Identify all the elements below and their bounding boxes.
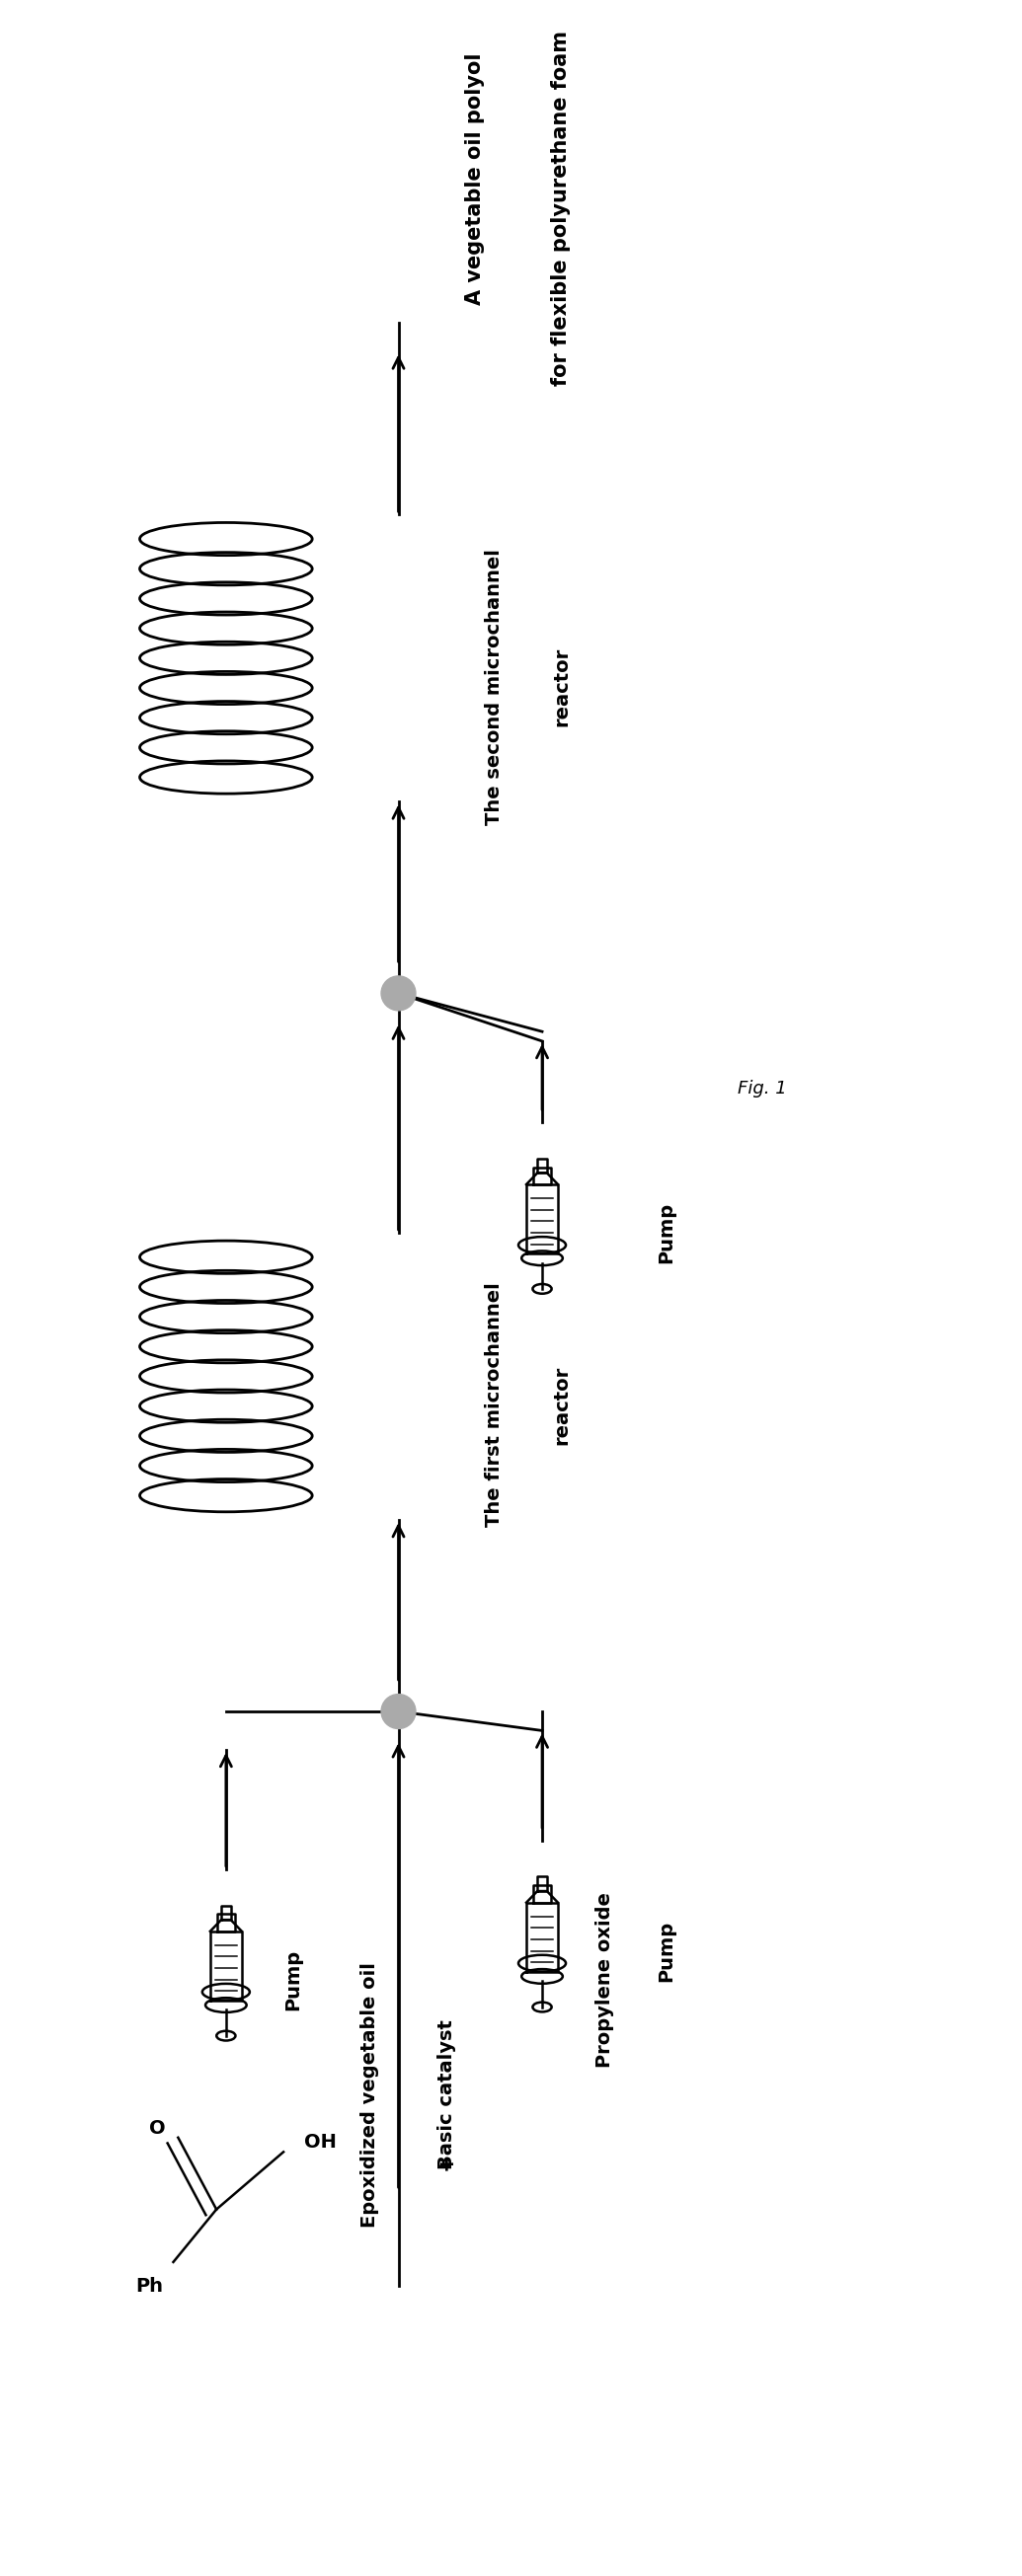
Circle shape bbox=[381, 1695, 416, 1728]
Text: Pump: Pump bbox=[284, 1950, 303, 2009]
Text: Ph: Ph bbox=[136, 2277, 164, 2295]
Text: +: + bbox=[436, 2154, 456, 2172]
Text: Basic catalyst: Basic catalyst bbox=[437, 2020, 456, 2169]
Text: for flexible polyurethane foam: for flexible polyurethane foam bbox=[552, 31, 571, 386]
Circle shape bbox=[381, 976, 416, 1010]
Text: The second microchannel: The second microchannel bbox=[484, 549, 504, 824]
Text: The first microchannel: The first microchannel bbox=[484, 1283, 504, 1528]
Text: OH: OH bbox=[305, 2133, 337, 2151]
Text: Pump: Pump bbox=[657, 1919, 677, 1981]
Text: Pump: Pump bbox=[657, 1203, 677, 1262]
Text: Fig. 1: Fig. 1 bbox=[738, 1079, 787, 1097]
Text: Propylene oxide: Propylene oxide bbox=[595, 1891, 614, 2069]
Text: A vegetable oil polyol: A vegetable oil polyol bbox=[465, 54, 485, 307]
Text: Epoxidized vegetable oil: Epoxidized vegetable oil bbox=[361, 1963, 379, 2228]
Text: reactor: reactor bbox=[552, 647, 570, 726]
Text: O: O bbox=[149, 2117, 166, 2138]
Text: reactor: reactor bbox=[552, 1365, 570, 1445]
